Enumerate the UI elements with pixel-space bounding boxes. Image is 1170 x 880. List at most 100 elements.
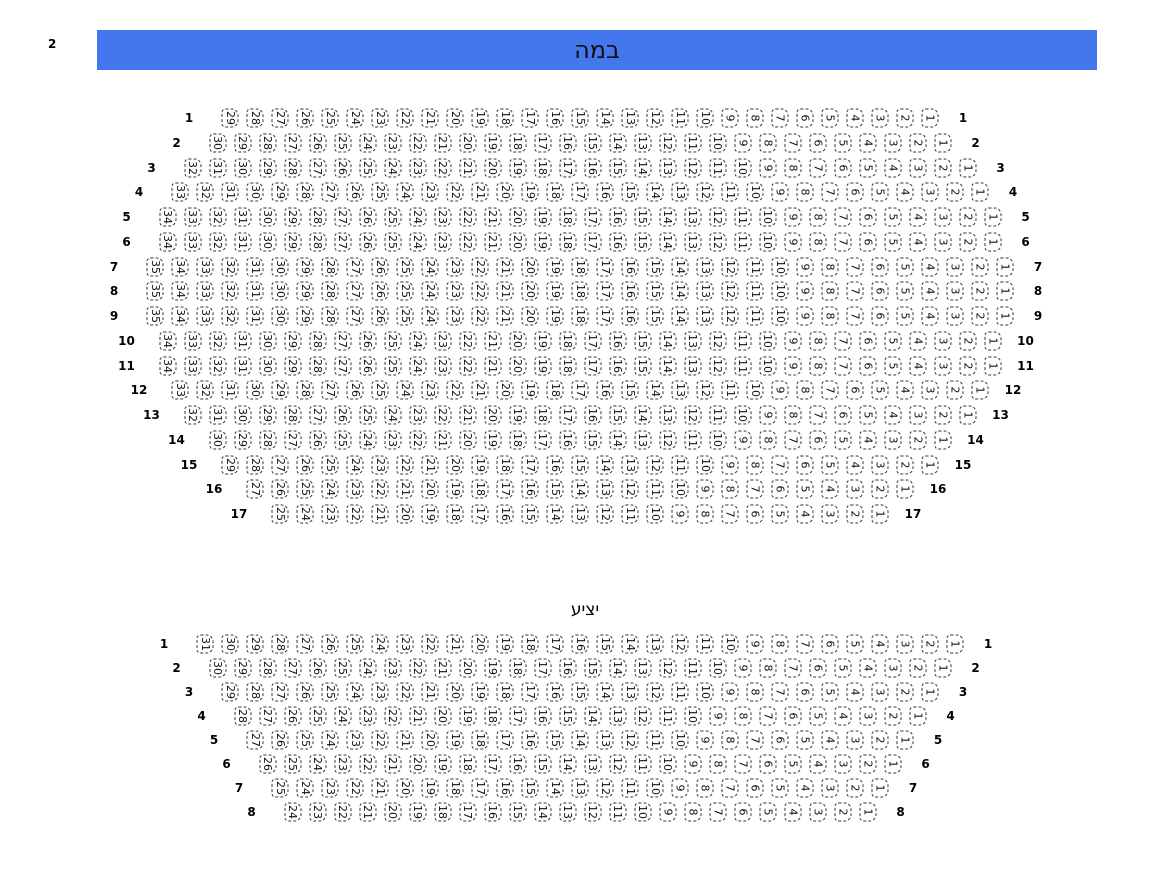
orchestra-seat[interactable]: 20 (521, 281, 539, 301)
orchestra-seat[interactable]: 27 (346, 281, 364, 301)
balcony-seat[interactable]: 27 (284, 658, 301, 678)
balcony-seat[interactable]: 13 (584, 754, 601, 774)
orchestra-seat[interactable]: 3 (921, 380, 939, 400)
balcony-seat[interactable]: 12 (646, 682, 664, 702)
orchestra-seat[interactable]: 15 (571, 108, 589, 128)
orchestra-seat[interactable]: 5 (871, 182, 889, 202)
orchestra-seat[interactable]: 28 (296, 182, 314, 202)
orchestra-seat[interactable]: 18 (509, 430, 526, 450)
orchestra-seat[interactable]: 9 (796, 257, 814, 276)
orchestra-seat[interactable]: 23 (434, 207, 451, 227)
balcony-seat[interactable]: 5 (771, 778, 789, 798)
orchestra-seat[interactable]: 1 (921, 108, 939, 128)
orchestra-seat[interactable]: 25 (396, 281, 414, 301)
balcony-seat[interactable]: 25 (321, 682, 339, 702)
orchestra-seat[interactable]: 25 (334, 133, 351, 153)
orchestra-seat[interactable]: 22 (409, 133, 426, 153)
orchestra-seat[interactable]: 3 (821, 504, 839, 524)
orchestra-seat[interactable]: 28 (246, 108, 264, 128)
orchestra-seat[interactable]: 21 (496, 306, 514, 326)
orchestra-seat[interactable]: 8 (784, 158, 801, 177)
balcony-seat[interactable]: 10 (634, 802, 651, 822)
orchestra-seat[interactable]: 31 (234, 356, 251, 375)
balcony-seat[interactable]: 16 (521, 730, 539, 750)
orchestra-seat[interactable]: 9 (734, 430, 751, 450)
balcony-seat[interactable]: 22 (359, 754, 376, 774)
orchestra-seat[interactable]: 15 (634, 331, 651, 351)
orchestra-seat[interactable]: 16 (546, 455, 564, 474)
orchestra-seat[interactable]: 15 (546, 479, 564, 499)
orchestra-seat[interactable]: 11 (709, 158, 726, 177)
balcony-seat[interactable]: 21 (396, 730, 414, 750)
orchestra-seat[interactable]: 30 (259, 331, 276, 351)
balcony-seat[interactable]: 22 (371, 730, 389, 750)
balcony-seat[interactable]: 11 (659, 706, 676, 726)
orchestra-seat[interactable]: 30 (259, 232, 276, 252)
balcony-seat[interactable]: 18 (521, 634, 539, 654)
orchestra-seat[interactable]: 19 (534, 232, 551, 252)
orchestra-seat[interactable]: 25 (371, 182, 389, 202)
orchestra-seat[interactable]: 19 (509, 158, 526, 177)
orchestra-seat[interactable]: 34 (159, 232, 176, 252)
orchestra-seat[interactable]: 35 (146, 306, 164, 326)
orchestra-seat[interactable]: 7 (821, 380, 839, 400)
balcony-seat[interactable]: 17 (484, 754, 501, 774)
balcony-seat[interactable]: 4 (784, 802, 801, 822)
balcony-seat[interactable]: 1 (896, 730, 914, 750)
orchestra-seat[interactable]: 23 (384, 133, 401, 153)
orchestra-seat[interactable]: 16 (521, 479, 539, 499)
orchestra-seat[interactable]: 21 (484, 207, 501, 227)
balcony-seat[interactable]: 9 (721, 682, 739, 702)
orchestra-seat[interactable]: 14 (659, 207, 676, 227)
orchestra-seat[interactable]: 5 (859, 405, 876, 425)
orchestra-seat[interactable]: 24 (321, 479, 339, 499)
orchestra-seat[interactable]: 29 (271, 380, 289, 400)
orchestra-seat[interactable]: 23 (346, 479, 364, 499)
orchestra-seat[interactable]: 30 (209, 133, 226, 153)
orchestra-seat[interactable]: 16 (546, 108, 564, 128)
orchestra-seat[interactable]: 5 (884, 356, 901, 375)
orchestra-seat[interactable]: 24 (409, 232, 426, 252)
orchestra-seat[interactable]: 22 (434, 158, 451, 177)
balcony-seat[interactable]: 21 (371, 778, 389, 798)
balcony-seat[interactable]: 20 (396, 778, 414, 798)
orchestra-seat[interactable]: 21 (459, 405, 476, 425)
orchestra-seat[interactable]: 3 (909, 158, 926, 177)
orchestra-seat[interactable]: 24 (396, 182, 414, 202)
orchestra-seat[interactable]: 9 (734, 133, 751, 153)
orchestra-seat[interactable]: 4 (821, 479, 839, 499)
balcony-seat[interactable]: 4 (821, 730, 839, 750)
balcony-seat[interactable]: 4 (859, 658, 876, 678)
orchestra-seat[interactable]: 19 (534, 331, 551, 351)
balcony-seat[interactable]: 23 (371, 682, 389, 702)
orchestra-seat[interactable]: 19 (509, 405, 526, 425)
orchestra-seat[interactable]: 7 (721, 504, 739, 524)
balcony-seat[interactable]: 11 (646, 730, 664, 750)
orchestra-seat[interactable]: 30 (246, 182, 264, 202)
balcony-seat[interactable]: 20 (471, 634, 489, 654)
orchestra-seat[interactable]: 24 (409, 207, 426, 227)
balcony-seat[interactable]: 16 (559, 658, 576, 678)
orchestra-seat[interactable]: 21 (484, 331, 501, 351)
orchestra-seat[interactable]: 29 (221, 455, 239, 474)
orchestra-seat[interactable]: 28 (321, 257, 339, 276)
orchestra-seat[interactable]: 33 (196, 257, 214, 276)
balcony-seat[interactable]: 24 (296, 778, 314, 798)
orchestra-seat[interactable]: 22 (371, 479, 389, 499)
balcony-seat[interactable]: 14 (571, 730, 589, 750)
orchestra-seat[interactable]: 21 (484, 232, 501, 252)
orchestra-seat[interactable]: 21 (434, 430, 451, 450)
orchestra-seat[interactable]: 16 (621, 306, 639, 326)
orchestra-seat[interactable]: 10 (709, 430, 726, 450)
orchestra-seat[interactable]: 30 (246, 380, 264, 400)
balcony-seat[interactable]: 1 (921, 682, 939, 702)
orchestra-seat[interactable]: 33 (196, 281, 214, 301)
balcony-seat[interactable]: 12 (609, 754, 626, 774)
orchestra-seat[interactable]: 27 (321, 182, 339, 202)
orchestra-seat[interactable]: 6 (859, 331, 876, 351)
orchestra-seat[interactable]: 28 (246, 455, 264, 474)
balcony-seat[interactable]: 26 (321, 634, 339, 654)
orchestra-seat[interactable]: 20 (459, 133, 476, 153)
orchestra-seat[interactable]: 23 (409, 158, 426, 177)
orchestra-seat[interactable]: 7 (784, 133, 801, 153)
